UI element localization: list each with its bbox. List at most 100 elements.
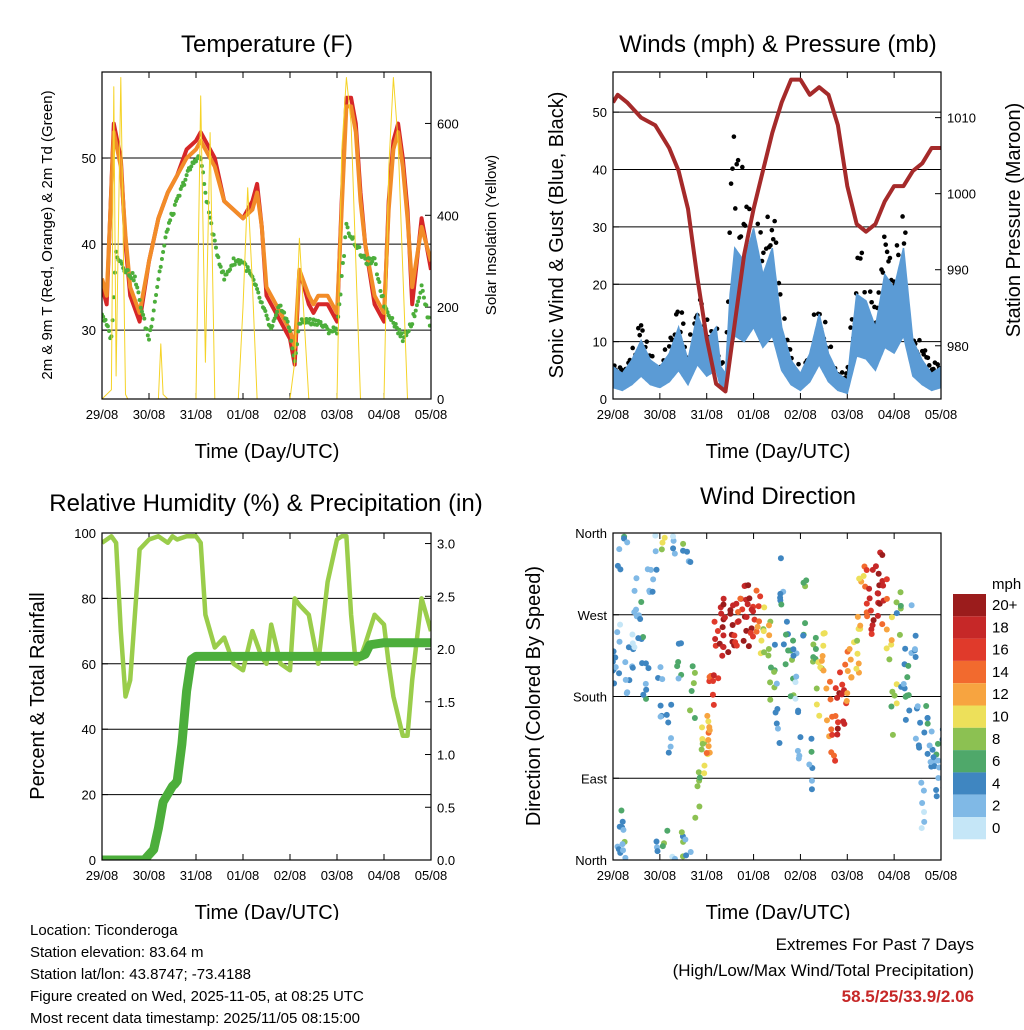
direction-point [863,600,870,607]
direction-point [711,618,718,625]
direction-point [720,632,727,639]
direction-point [733,642,740,649]
dewpoint-point [154,292,159,297]
x-tick-label: 03/08 [321,407,354,422]
direction-point [727,610,734,617]
direction-point [868,630,875,637]
dewpoint-point [155,284,160,289]
y-tick-label: 50 [82,151,96,166]
dewpoint-point [144,326,149,331]
direction-point [645,665,652,672]
direction-point [670,545,677,552]
direction-point [688,688,695,695]
direction-point [812,646,819,653]
gust-point [883,242,889,247]
gust-point [765,214,770,220]
dewpoint-point [135,285,140,290]
direction-point [767,664,774,671]
direction-point [860,573,867,580]
colorbar-label: 14 [992,664,1009,681]
direction-point [687,559,694,566]
recent-text: Most recent data timestamp: 2025/11/05 0… [30,1010,360,1027]
dewpoint-point [397,327,402,332]
direction-point [866,595,873,602]
gust-point [917,337,922,343]
direction-point [774,706,781,713]
dewpoint-point [119,261,124,266]
x-tick-label: 05/08 [415,407,448,422]
gust-point [859,250,865,256]
y-tick-label: 0 [600,392,607,407]
gust-point [734,161,740,167]
direction-point [869,566,876,573]
direction-point [684,548,691,555]
direction-point [624,689,631,696]
gust-point [640,328,645,333]
direction-point [743,627,750,634]
direction-point [704,712,711,719]
gust-point [728,181,734,186]
direction-point [777,555,784,562]
direction-point [793,673,800,680]
dewpoint-point [278,303,283,308]
direction-point [659,843,666,850]
direction-point [650,576,657,583]
gust-point [732,206,738,211]
temperature-panel: Temperature (F) 30 40 50 0 200 400 600 29/08 30/… [39,31,500,463]
dewpoint-point [161,250,166,255]
dewpoint-point [304,316,309,321]
x-tick-label: 29/08 [86,407,119,422]
direction-point [813,701,820,708]
gust-point [922,348,928,353]
dewpoint-point [367,256,372,261]
direction-point [834,731,841,738]
direction-point [659,676,666,683]
direction-point [706,727,713,734]
direction-point [823,717,830,724]
direction-point [918,779,925,786]
dewpoint-point [221,269,226,274]
dewpoint-point [216,255,221,260]
direction-point [918,825,925,832]
dewpoint-point [393,321,398,326]
series-2m-t [102,95,431,367]
dewpoint-point [419,283,424,288]
direction-point [856,575,863,582]
direction-point [616,546,623,553]
direction-point [866,585,873,592]
direction-point [783,618,790,625]
direction-point [653,566,660,573]
direction-point [874,612,881,619]
dewpoint-point [165,227,170,232]
y-tick-label: 10 [593,335,607,350]
direction-point [832,713,839,720]
temperature-xlabel: Time (Day/UTC) [195,441,340,463]
direction-point [843,697,850,704]
direction-point [812,634,819,641]
dewpoint-point [156,277,161,282]
dewpoint-point [265,317,270,322]
dewpoint-point [256,290,261,295]
gust-point [858,256,863,261]
plot-area [102,534,431,860]
direction-point [761,604,768,611]
plot-area [613,77,941,395]
dewpoint-point [410,322,415,327]
gust-point [848,325,853,330]
x-tick-label: 01/08 [227,407,260,422]
direction-point [695,769,702,776]
direction-point [933,793,940,800]
dewpoint-point [142,316,147,321]
direction-point [820,667,827,674]
direction-point [826,678,833,685]
direction-point [834,725,841,732]
direction-point [879,551,886,558]
direction-point [747,630,754,637]
direction-point [682,836,689,843]
series-total-precipitation [102,638,431,860]
direction-point [614,629,621,636]
dewpoint-point [130,270,135,275]
gust-point [777,292,783,297]
direction-point [853,665,860,672]
created-text: Figure created on Wed, 2025-11-05, at 08… [30,988,364,1005]
